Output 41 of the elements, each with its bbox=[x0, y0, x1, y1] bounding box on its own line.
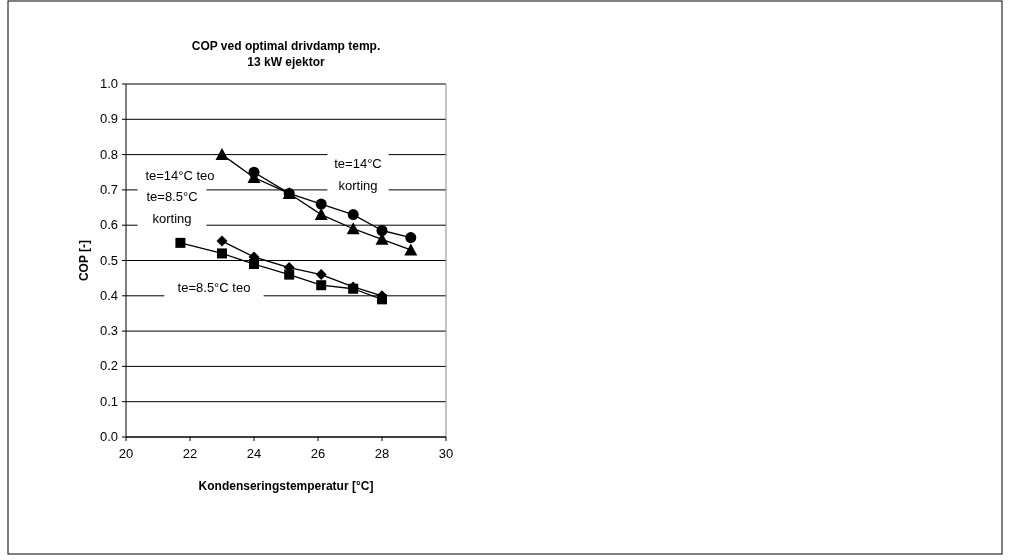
y-tick-label: 1.0 bbox=[99, 76, 118, 91]
x-tick-label: 26 bbox=[310, 446, 326, 461]
y-tick-label: 0.9 bbox=[99, 111, 118, 127]
annotation: te=8.5°C korting bbox=[146, 189, 198, 226]
y-tick-label: 0.0 bbox=[99, 429, 118, 444]
point bbox=[215, 148, 229, 161]
point bbox=[377, 294, 387, 305]
point bbox=[314, 208, 328, 221]
chart-title: COP ved optimal drivdamp temp. 13 kW ejektor bbox=[191, 39, 381, 69]
y-tick-label: 0.5 bbox=[99, 252, 118, 268]
point bbox=[315, 269, 327, 281]
x-axis-title: Kondenseringstemperatur [°C] bbox=[198, 479, 374, 493]
y-tick-label: 0.2 bbox=[99, 358, 118, 374]
point bbox=[216, 235, 228, 247]
x-tick-label: 30 bbox=[438, 446, 454, 461]
y-tick-label: 0.1 bbox=[99, 393, 118, 409]
y-tick-label: 0.4 bbox=[99, 287, 118, 303]
point bbox=[404, 243, 418, 256]
point bbox=[347, 209, 359, 221]
y-tick-label: 0.7 bbox=[99, 181, 118, 197]
point bbox=[284, 269, 295, 280]
point bbox=[346, 222, 360, 235]
point bbox=[249, 259, 259, 270]
point bbox=[217, 248, 227, 259]
y-axis-title: COP [-] bbox=[77, 239, 91, 282]
annotation: te=8.5°C teo bbox=[177, 280, 251, 295]
point bbox=[405, 232, 417, 244]
annotation: te=14°C teo bbox=[145, 168, 215, 183]
x-tick-label: 22 bbox=[182, 446, 198, 461]
point bbox=[315, 198, 327, 210]
point bbox=[248, 166, 260, 178]
point bbox=[316, 280, 327, 291]
x-tick-label: 28 bbox=[374, 446, 390, 461]
point bbox=[376, 225, 388, 236]
y-tick-label: 0.8 bbox=[99, 146, 118, 162]
annotation: te=14°C korting bbox=[334, 156, 382, 193]
y-tick-label: 0.6 bbox=[99, 217, 118, 233]
x-tick-label: 20 bbox=[118, 446, 134, 461]
x-tick-label: 24 bbox=[246, 446, 262, 461]
y-tick-label: 0.3 bbox=[99, 323, 118, 339]
point bbox=[175, 237, 186, 248]
